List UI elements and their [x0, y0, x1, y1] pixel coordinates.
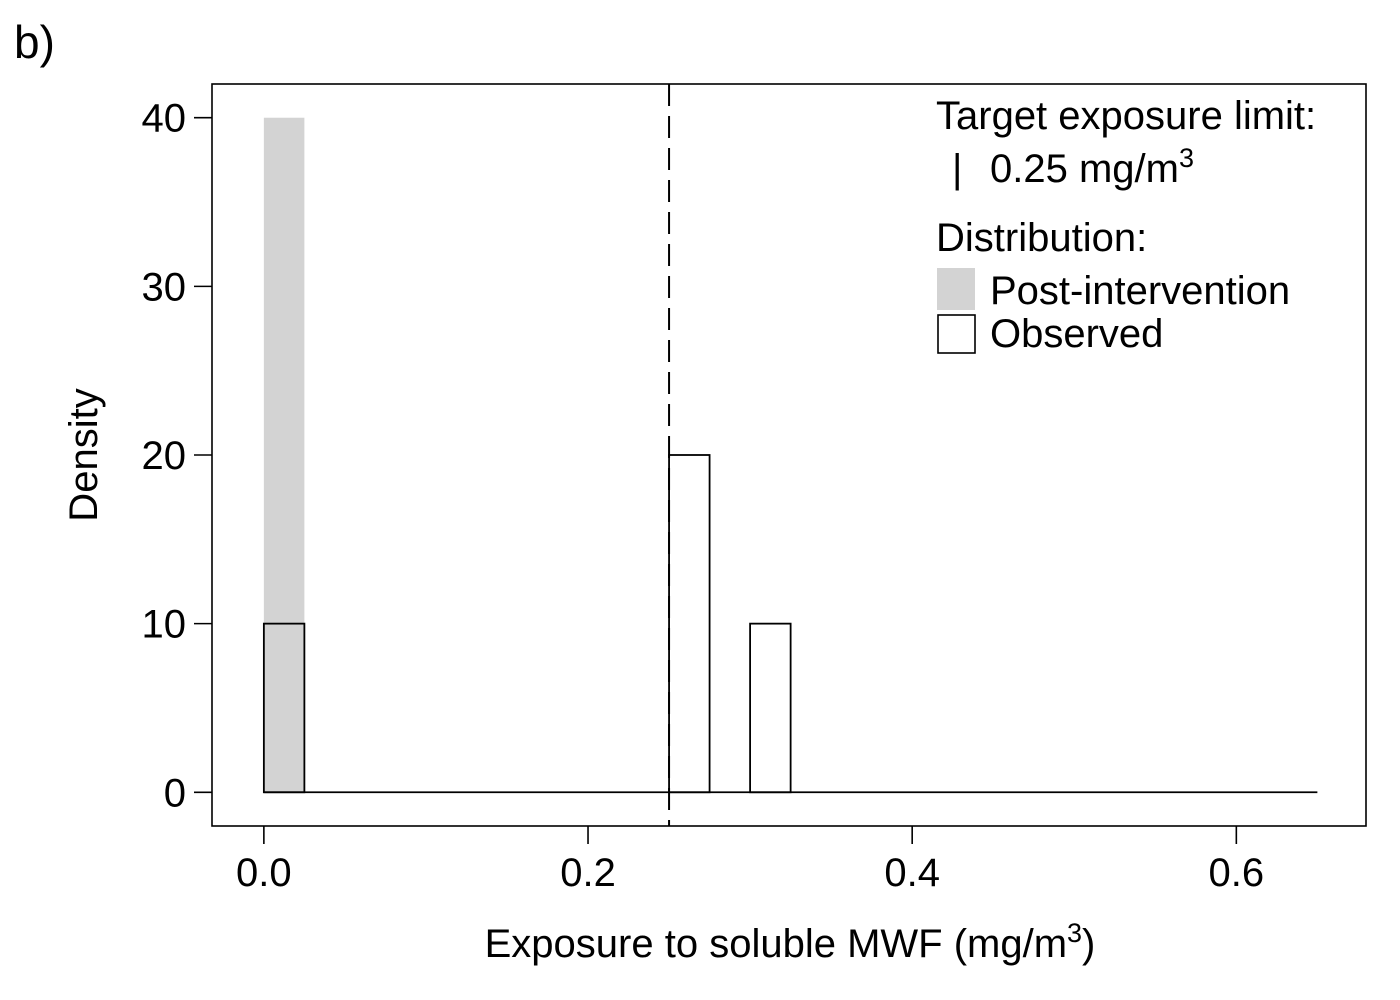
- x-tick-label-3: 0.6: [1209, 851, 1265, 895]
- legend-limit-symbol: |: [952, 147, 962, 191]
- x-tick-label-2: 0.4: [884, 851, 940, 895]
- legend-limit-label: 0.25 mg/m3: [990, 143, 1194, 191]
- legend: Target exposure limit: | 0.25 mg/m3 Dist…: [936, 94, 1316, 356]
- y-tick-label-3: 30: [142, 265, 187, 309]
- y-tick-label-1: 10: [142, 603, 187, 647]
- legend-label-post-intervention: Post-intervention: [990, 269, 1290, 313]
- bar-post-intervention-0: [263, 117, 305, 793]
- bar-observed-2: [749, 622, 792, 794]
- legend-title-limit: Target exposure limit:: [936, 94, 1316, 138]
- panel-label: b): [14, 16, 55, 68]
- x-axis: 0.0 0.2 0.4 0.6: [236, 826, 1264, 895]
- bars-layer: [262, 84, 1318, 826]
- x-axis-label: Exposure to soluble MWF (mg/m3): [485, 918, 1096, 966]
- legend-title-distribution: Distribution:: [936, 216, 1147, 260]
- bar-observed-0: [262, 622, 306, 794]
- legend-label-observed: Observed: [990, 312, 1163, 356]
- legend-swatch-observed: [937, 314, 976, 354]
- y-tick-label-2: 20: [142, 434, 187, 478]
- x-tick-label-0: 0.0: [236, 851, 292, 895]
- legend-swatch-post-intervention: [937, 268, 975, 310]
- x-tick-label-1: 0.2: [560, 851, 616, 895]
- bar-observed-1: [668, 454, 711, 794]
- plot-frame: [211, 83, 1367, 827]
- y-tick-label-0: 0: [164, 771, 186, 815]
- y-axis-label: Density: [62, 388, 106, 521]
- y-axis: 0 10 20 30 40: [142, 97, 212, 815]
- y-tick-label-4: 40: [142, 97, 187, 141]
